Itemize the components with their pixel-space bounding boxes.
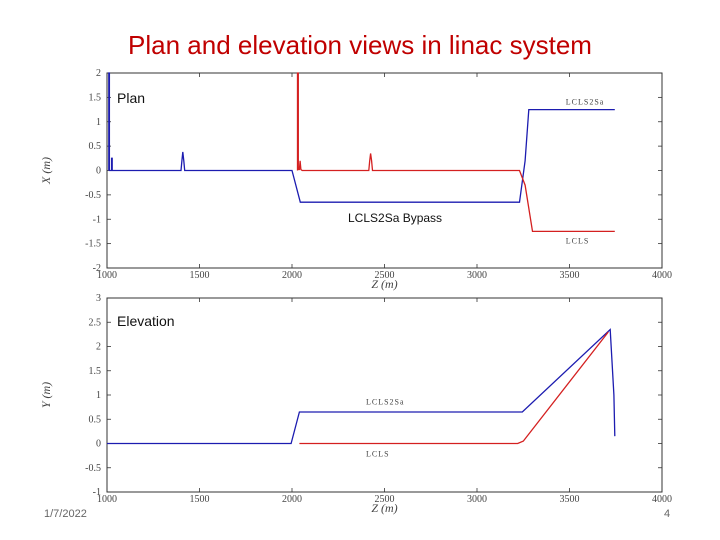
y-tick-label: -0.5 <box>85 190 101 201</box>
y-tick-label: -1 <box>93 487 101 498</box>
x-tick-label: 3500 <box>560 270 580 281</box>
y-tick-label: 0 <box>96 439 101 450</box>
y-tick-label: -1 <box>93 214 101 225</box>
x-tick-label: 3000 <box>467 494 487 505</box>
plan-panel: 1000 1500 2000 2500 3000 3500 4000 -2 -1.5 -1 -0.5… <box>39 68 672 291</box>
x-tick-label: 4000 <box>652 270 672 281</box>
y-tick-label: 2.5 <box>89 317 102 328</box>
y-axis-label: X (m) <box>39 157 53 185</box>
y-tick-label: -0.5 <box>85 463 101 474</box>
y-tick-label: 0.5 <box>89 141 102 152</box>
panel-callout: Elevation <box>117 313 175 329</box>
series-label-lcls2sa: LCLS2Sa <box>366 398 405 407</box>
x-axis-label: Z (m) <box>371 277 397 291</box>
y-tick-label: -1.5 <box>85 239 101 250</box>
y-tick-label: 2 <box>96 342 101 353</box>
series-line-lcls2sa <box>108 72 615 203</box>
elevation-panel: 1000 1500 2000 2500 3000 3500 4000 -1 -0.5 0 0.5 1 1… <box>39 293 672 515</box>
series-line-lcls <box>299 331 609 445</box>
x-tick-label: 3500 <box>560 494 580 505</box>
x-tick-label: 1000 <box>97 270 117 281</box>
y-tick-label: 1 <box>96 117 101 128</box>
series-label-lcls2sa: LCLS2Sa <box>566 98 605 107</box>
series-line-lcls <box>296 72 615 233</box>
y-tick-label: -2 <box>93 263 101 274</box>
x-tick-label: 1500 <box>190 494 210 505</box>
x-tick-label: 1500 <box>190 270 210 281</box>
x-tick-label: 4000 <box>652 494 672 505</box>
x-tick-label: 2000 <box>282 270 302 281</box>
x-tick-label: 2500 <box>375 494 395 505</box>
y-tick-label: 0.5 <box>89 414 102 425</box>
series-line-lcls2sa <box>107 328 616 445</box>
bypass-annotation: LCLS2Sa Bypass <box>348 211 442 225</box>
y-tick-label: 0 <box>96 166 101 177</box>
series-label-lcls: LCLS <box>566 237 590 246</box>
y-tick-label: 1.5 <box>89 366 102 377</box>
panel-callout: Plan <box>117 90 145 106</box>
x-tick-label: 3000 <box>467 270 487 281</box>
y-axis-label: Y (m) <box>39 382 53 408</box>
x-axis-label: Z (m) <box>371 501 397 515</box>
y-tick-label: 1.5 <box>89 92 102 103</box>
x-tick-label: 2000 <box>282 494 302 505</box>
slide-title: Plan and elevation views in linac system <box>128 30 592 60</box>
plot-frame <box>106 297 663 493</box>
x-tick-label: 2500 <box>375 270 395 281</box>
y-tick-label: 2 <box>96 68 101 79</box>
y-tick-label: 1 <box>96 390 101 401</box>
series-label-lcls: LCLS <box>366 450 390 459</box>
y-tick-label: 3 <box>96 293 101 304</box>
slide-date: 1/7/2022 <box>44 508 87 520</box>
x-tick-label: 1000 <box>97 494 117 505</box>
slide-page-number: 4 <box>664 508 671 520</box>
